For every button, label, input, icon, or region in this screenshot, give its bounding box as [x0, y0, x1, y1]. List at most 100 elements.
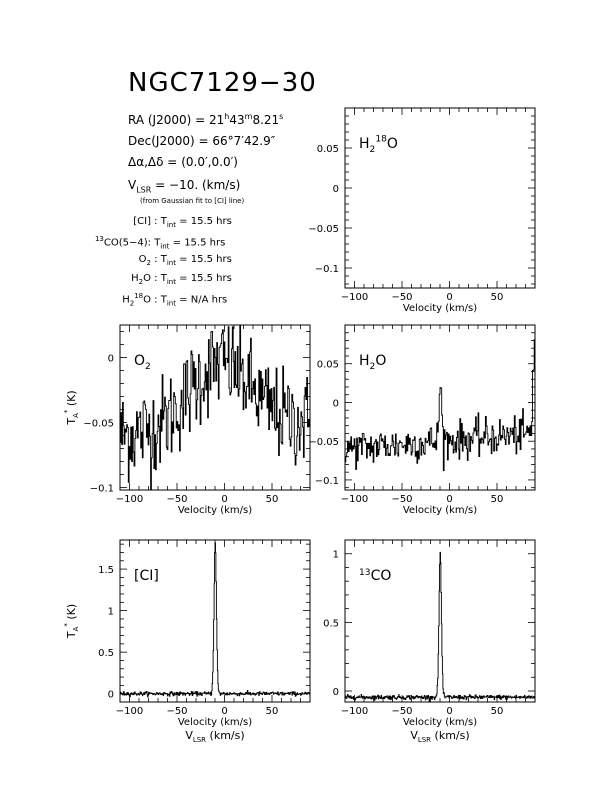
plot-frame	[119, 539, 311, 703]
tint-value: 15.5 hrs	[190, 254, 232, 265]
tint-line-sup: 13	[94, 235, 104, 243]
ra-label: RA (J2000) =	[128, 113, 206, 127]
y-tick-label: −0.05	[83, 418, 114, 429]
offset-line: Δα,Δδ = (0.0′,0.0′)	[128, 155, 238, 169]
x-tick-label: 0	[446, 292, 452, 303]
tint-label: T	[154, 237, 161, 249]
y-tick-label: −0.1	[315, 476, 339, 487]
x-axis-label: Velocity (km/s)	[178, 717, 252, 728]
chart-h2o18: −100 −50 0 50 −0.1 −0.05 0 0.05 Velocity (km/s) H…	[308, 107, 536, 314]
y-tick-label: 0	[333, 398, 339, 409]
x-tick-label: 50	[266, 706, 279, 717]
dec-value: 66°7′42.9″	[212, 134, 276, 148]
x-axis-label-secondary: VLSR (km/s)	[410, 729, 469, 744]
chart-co13: −100 −50 0 50 0 0.5 1 Velocity (km/s)VLSR (km/s…	[323, 539, 536, 744]
tint-13co: 13CO(5−4): Tint = 15.5 hrs	[94, 235, 226, 251]
chart-ci: −100 −50 0 50 0 0.5 1 1.5 Velocity (km/s)VLSR (k…	[63, 539, 311, 744]
line-label: 13CO	[359, 568, 391, 584]
tint-label-sub: int	[166, 299, 176, 308]
tint-line-tail: O	[143, 294, 151, 306]
y-tick-label: 1	[108, 607, 114, 618]
y-tick-label: 0	[108, 690, 114, 701]
y-axis-label: TA* (K)	[63, 390, 80, 425]
x-tick-label: −100	[341, 292, 368, 303]
dec-label: Dec(J2000) =	[128, 134, 209, 148]
x-tick-label: −100	[341, 494, 368, 505]
page-title: NGC7129−30	[128, 68, 317, 98]
y-tick-label: −0.05	[308, 224, 339, 235]
y-tick-label: 0.5	[323, 618, 339, 629]
tint-line-name: [CI]	[133, 216, 151, 227]
ra-minutes-unit: m	[244, 112, 253, 121]
offset-value: (0.0′,0.0′)	[181, 155, 238, 169]
line-label: [CI]	[134, 568, 159, 584]
tint-h2o: H2O : Tint = 15.5 hrs	[131, 273, 232, 286]
x-tick-label: −100	[116, 494, 143, 505]
tint-label-sub: int	[166, 221, 176, 229]
x-tick-label: 0	[446, 706, 452, 717]
vlsr-line: VLSR = −10. (km/s)	[128, 178, 240, 194]
x-axis-label: Velocity (km/s)	[403, 505, 477, 516]
x-tick-label: 0	[221, 494, 227, 505]
x-tick-label: −100	[116, 706, 143, 717]
tint-label-sub: int	[166, 259, 176, 267]
tint-label: T	[160, 216, 167, 227]
tint-label-sub: int	[166, 278, 176, 286]
svg-text:TA* (K): TA* (K)	[63, 390, 80, 425]
x-axis-label-secondary: VLSR (km/s)	[185, 729, 244, 744]
plot-frame	[344, 107, 536, 289]
y-axis-label: TA* (K)	[63, 604, 80, 639]
ra-hours: 21	[209, 113, 225, 127]
tint-label: T	[160, 273, 167, 284]
line-label: O2	[134, 353, 151, 372]
ra-minutes: 43	[229, 113, 245, 127]
dec-line: Dec(J2000) = 66°7′42.9″	[128, 134, 275, 148]
tint-label-sub: int	[160, 242, 170, 251]
vlsr-label-sub: LSR	[136, 185, 152, 195]
svg-text:TA* (K): TA* (K)	[63, 604, 80, 639]
x-tick-label: 50	[491, 706, 504, 717]
x-tick-label: −50	[166, 494, 187, 505]
vlsr-value: = −10. (km/s)	[155, 178, 241, 192]
x-tick-label: 50	[266, 494, 279, 505]
tint-line-name: O	[138, 254, 147, 265]
spectrum-trace	[120, 542, 311, 698]
ra-seconds-unit: s	[279, 112, 284, 121]
plot-frame	[344, 324, 536, 491]
tint-ci: [CI] : Tint = 15.5 hrs	[133, 216, 232, 229]
y-tick-label: 0.5	[98, 648, 114, 659]
ra-hours-unit: h	[224, 112, 230, 121]
ra-line: RA (J2000) = 21h43m8.21s	[128, 112, 283, 127]
tint-line-sup: 18	[134, 292, 144, 300]
tint-line-sub: 2	[129, 299, 135, 308]
y-tick-label: −0.1	[90, 483, 114, 494]
y-tick-label: 1	[333, 550, 339, 561]
tint-value: 15.5 hrs	[190, 216, 232, 227]
ra-seconds: 8.21	[252, 113, 280, 127]
x-axis-label: Velocity (km/s)	[403, 303, 477, 314]
y-tick-label: −0.05	[308, 437, 339, 448]
x-tick-label: −100	[341, 706, 368, 717]
x-tick-label: −50	[391, 494, 412, 505]
x-tick-label: −50	[391, 292, 412, 303]
tint-line-tail: O	[143, 273, 151, 284]
vlsr-label: V	[128, 178, 137, 192]
y-tick-label: 0	[108, 353, 114, 364]
x-axis-label: Velocity (km/s)	[403, 717, 477, 728]
vlsr-note: (from Gaussian fit to [CI] line)	[140, 197, 245, 205]
tint-line-name: CO(5−4):	[103, 237, 151, 249]
tint-line-sub: 2	[146, 259, 151, 267]
y-tick-label: −0.1	[315, 264, 339, 275]
x-tick-label: −50	[391, 706, 412, 717]
tint-h2o18: H218O : Tint = N/A hrs	[122, 292, 228, 308]
line-label: H218O	[359, 135, 398, 156]
x-tick-label: 0	[221, 706, 227, 717]
y-tick-label: 0.05	[317, 360, 339, 371]
y-tick-label: 0	[333, 687, 339, 698]
x-tick-label: 50	[491, 292, 504, 303]
tint-o2: O2 : Tint = 15.5 hrs	[138, 254, 232, 267]
tint-label: T	[160, 254, 167, 265]
y-tick-label: 1.5	[98, 565, 114, 576]
tint-line-name: H	[122, 294, 130, 306]
